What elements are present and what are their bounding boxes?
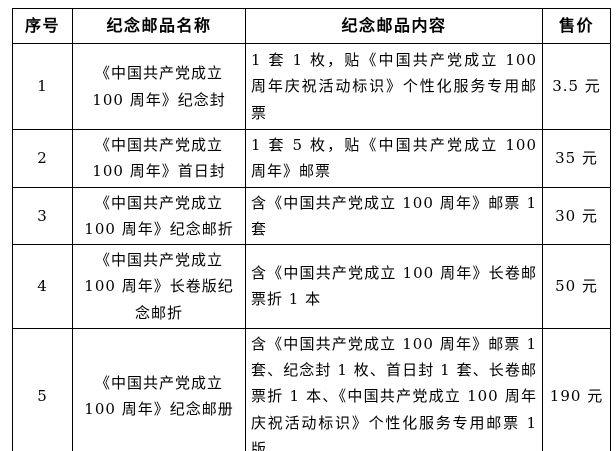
table-row: 4 《中国共产党成立 100 周年》长卷版纪念邮折 含《中国共产党成立 100 … bbox=[12, 244, 611, 329]
row-content: 1 套 5 枚，贴《中国共产党成立 100 周年》邮票 bbox=[245, 129, 543, 188]
row-price: 30 元 bbox=[542, 186, 611, 245]
row-name: 《中国共产党成立 100 周年》首日封 bbox=[72, 129, 246, 188]
row-no: 2 bbox=[12, 129, 73, 188]
row-content: 含《中国共产党成立 100 周年》邮票 1 套 bbox=[245, 186, 543, 245]
header-price: 售价 bbox=[542, 8, 611, 44]
row-content: 含《中国共产党成立 100 周年》长卷邮票折 1 本 bbox=[245, 244, 543, 329]
row-price: 35 元 bbox=[542, 129, 611, 188]
row-price: 50 元 bbox=[542, 244, 611, 329]
table-row: 5 《中国共产党成立 100 周年》纪念邮册 含《中国共产党成立 100 周年》… bbox=[12, 327, 611, 451]
row-name: 《中国共产党成立 100 周年》长卷版纪念邮折 bbox=[72, 244, 246, 329]
table-row: 1 《中国共产党成立 100 周年》纪念封 1 套 1 枚，贴《中国共产党成立 … bbox=[12, 43, 611, 130]
table-row: 3 《中国共产党成立 100 周年》纪念邮折 含《中国共产党成立 100 周年》… bbox=[12, 186, 611, 245]
header-content: 纪念邮品内容 bbox=[245, 8, 543, 44]
row-price: 190 元 bbox=[542, 327, 611, 451]
row-name: 《中国共产党成立 100 周年》纪念封 bbox=[72, 43, 246, 130]
header-name: 纪念邮品名称 bbox=[72, 8, 246, 44]
row-content: 含《中国共产党成立 100 周年》邮票 1 套、纪念封 1 枚、首日封 1 套、… bbox=[245, 327, 543, 451]
header-no: 序号 bbox=[12, 8, 73, 44]
row-no: 3 bbox=[12, 186, 73, 245]
row-no: 4 bbox=[12, 244, 73, 329]
stamp-products-table: 序号 纪念邮品名称 纪念邮品内容 售价 1 《中国共产党成立 100 周年》纪念… bbox=[12, 8, 611, 451]
table-header-row: 序号 纪念邮品名称 纪念邮品内容 售价 bbox=[12, 8, 611, 44]
row-name: 《中国共产党成立 100 周年》纪念邮册 bbox=[72, 327, 246, 451]
row-no: 5 bbox=[12, 327, 73, 451]
table-row: 2 《中国共产党成立 100 周年》首日封 1 套 5 枚，贴《中国共产党成立 … bbox=[12, 129, 611, 188]
row-name: 《中国共产党成立 100 周年》纪念邮折 bbox=[72, 186, 246, 245]
row-no: 1 bbox=[12, 43, 73, 130]
row-price: 3.5 元 bbox=[542, 43, 611, 130]
row-content: 1 套 1 枚，贴《中国共产党成立 100 周年庆祝活动标识》个性化服务专用邮票 bbox=[245, 43, 543, 130]
